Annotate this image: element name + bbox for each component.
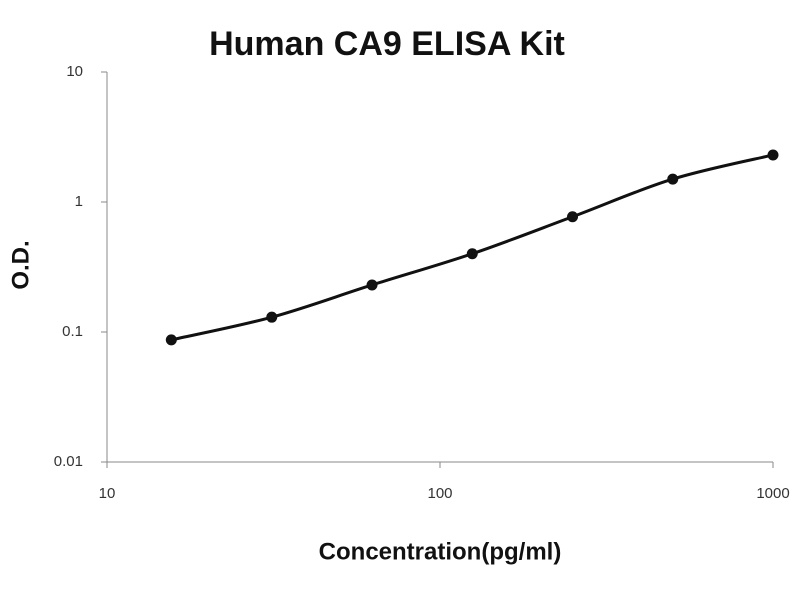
data-point [366, 279, 378, 291]
x-tick-label: 100 [427, 485, 452, 502]
y-axis-title: O.D. [7, 240, 34, 289]
data-point [567, 211, 579, 223]
y-tick-label: 10 [66, 63, 83, 80]
data-point [767, 149, 779, 161]
y-tick-label: 1 [75, 193, 83, 210]
data-point [667, 173, 679, 185]
data-point [466, 248, 478, 260]
x-tick-label: 1000 [756, 485, 789, 502]
x-tick-label: 10 [99, 485, 116, 502]
fit-curve [170, 153, 774, 342]
chart-title: Human CA9 ELISA Kit [209, 25, 565, 63]
data-point [165, 334, 177, 346]
y-tick-label: 0.01 [54, 453, 83, 470]
x-axis-title: Concentration(pg/ml) [319, 538, 562, 565]
y-tick-label: 0.1 [62, 323, 83, 340]
data-point [266, 311, 278, 323]
